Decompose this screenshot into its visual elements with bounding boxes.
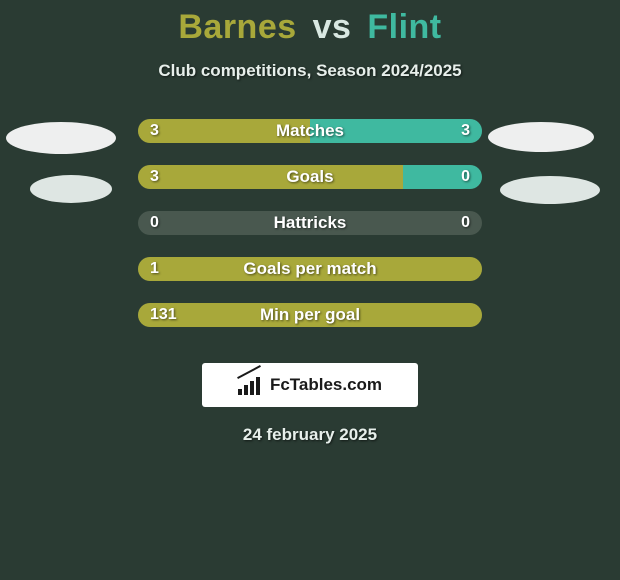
stat-row: 1Goals per match xyxy=(0,257,620,303)
page-title: Barnes vs Flint xyxy=(0,0,620,47)
stats-list: 33Matches30Goals00Hattricks1Goals per ma… xyxy=(0,119,620,349)
subtitle: Club competitions, Season 2024/2025 xyxy=(0,61,620,81)
decorative-ellipse xyxy=(500,176,600,204)
title-vs: vs xyxy=(313,8,352,46)
stats-card: Barnes vs Flint Club competitions, Seaso… xyxy=(0,0,620,580)
chart-icon xyxy=(238,375,264,395)
stat-label: Min per goal xyxy=(0,303,620,327)
stat-label: Hattricks xyxy=(0,211,620,235)
decorative-ellipse xyxy=(30,175,112,203)
decorative-ellipse xyxy=(488,122,594,152)
stat-row: 131Min per goal xyxy=(0,303,620,349)
source-brand: FcTables.com xyxy=(270,375,382,395)
decorative-ellipse xyxy=(6,122,116,154)
source-logo: FcTables.com xyxy=(202,363,418,407)
footer-date: 24 february 2025 xyxy=(0,425,620,445)
title-player1: Barnes xyxy=(178,8,296,46)
title-player2: Flint xyxy=(367,8,441,46)
stat-label: Goals per match xyxy=(0,257,620,281)
stat-row: 00Hattricks xyxy=(0,211,620,257)
